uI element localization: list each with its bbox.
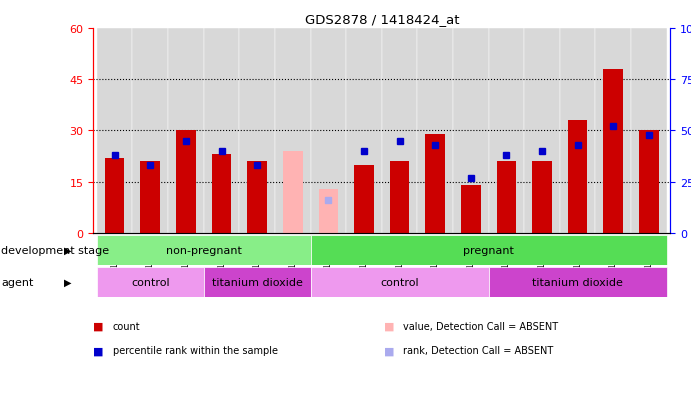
Bar (426, 135, 445, 233)
Bar (461, 186, 481, 233)
Text: control: control (131, 277, 169, 287)
Bar (140, 162, 160, 233)
Bar (204, 29, 239, 233)
Text: non-pregnant: non-pregnant (166, 245, 242, 255)
Bar (133, 29, 168, 233)
Bar (631, 29, 667, 233)
Bar (283, 152, 303, 233)
Text: count: count (113, 321, 140, 331)
Bar (97, 267, 204, 297)
Bar (354, 165, 374, 233)
Bar (568, 121, 587, 233)
Text: ■: ■ (93, 346, 104, 356)
Bar (560, 29, 596, 233)
Bar (275, 29, 310, 233)
Bar (603, 70, 623, 233)
Text: ▶: ▶ (64, 277, 71, 287)
Bar (239, 29, 275, 233)
Text: percentile rank within the sample: percentile rank within the sample (113, 346, 278, 356)
Bar (381, 29, 417, 233)
Text: ■: ■ (384, 321, 394, 331)
Bar (497, 162, 516, 233)
Bar (211, 155, 231, 233)
Bar (346, 29, 381, 233)
Bar (168, 29, 204, 233)
Bar (639, 131, 659, 233)
Text: pregnant: pregnant (463, 245, 514, 255)
Text: agent: agent (1, 277, 34, 287)
Bar (524, 29, 560, 233)
Bar (489, 29, 524, 233)
Bar (176, 131, 196, 233)
Text: titanium dioxide: titanium dioxide (532, 277, 623, 287)
Bar (310, 235, 667, 265)
Bar (247, 162, 267, 233)
Title: GDS2878 / 1418424_at: GDS2878 / 1418424_at (305, 13, 459, 26)
Bar (417, 29, 453, 233)
Bar (97, 235, 310, 265)
Text: control: control (380, 277, 419, 287)
Bar (310, 29, 346, 233)
Bar (204, 267, 310, 297)
Bar (390, 162, 409, 233)
Bar (97, 29, 133, 233)
Bar (105, 158, 124, 233)
Text: ▶: ▶ (64, 245, 71, 255)
Bar (596, 29, 631, 233)
Text: titanium dioxide: titanium dioxide (211, 277, 303, 287)
Bar (532, 162, 552, 233)
Bar (319, 189, 338, 233)
Bar (310, 267, 489, 297)
Text: development stage: development stage (1, 245, 109, 255)
Text: value, Detection Call = ABSENT: value, Detection Call = ABSENT (403, 321, 558, 331)
Bar (453, 29, 489, 233)
Text: ■: ■ (384, 346, 394, 356)
Text: ■: ■ (93, 321, 104, 331)
Text: rank, Detection Call = ABSENT: rank, Detection Call = ABSENT (403, 346, 553, 356)
Bar (489, 267, 667, 297)
